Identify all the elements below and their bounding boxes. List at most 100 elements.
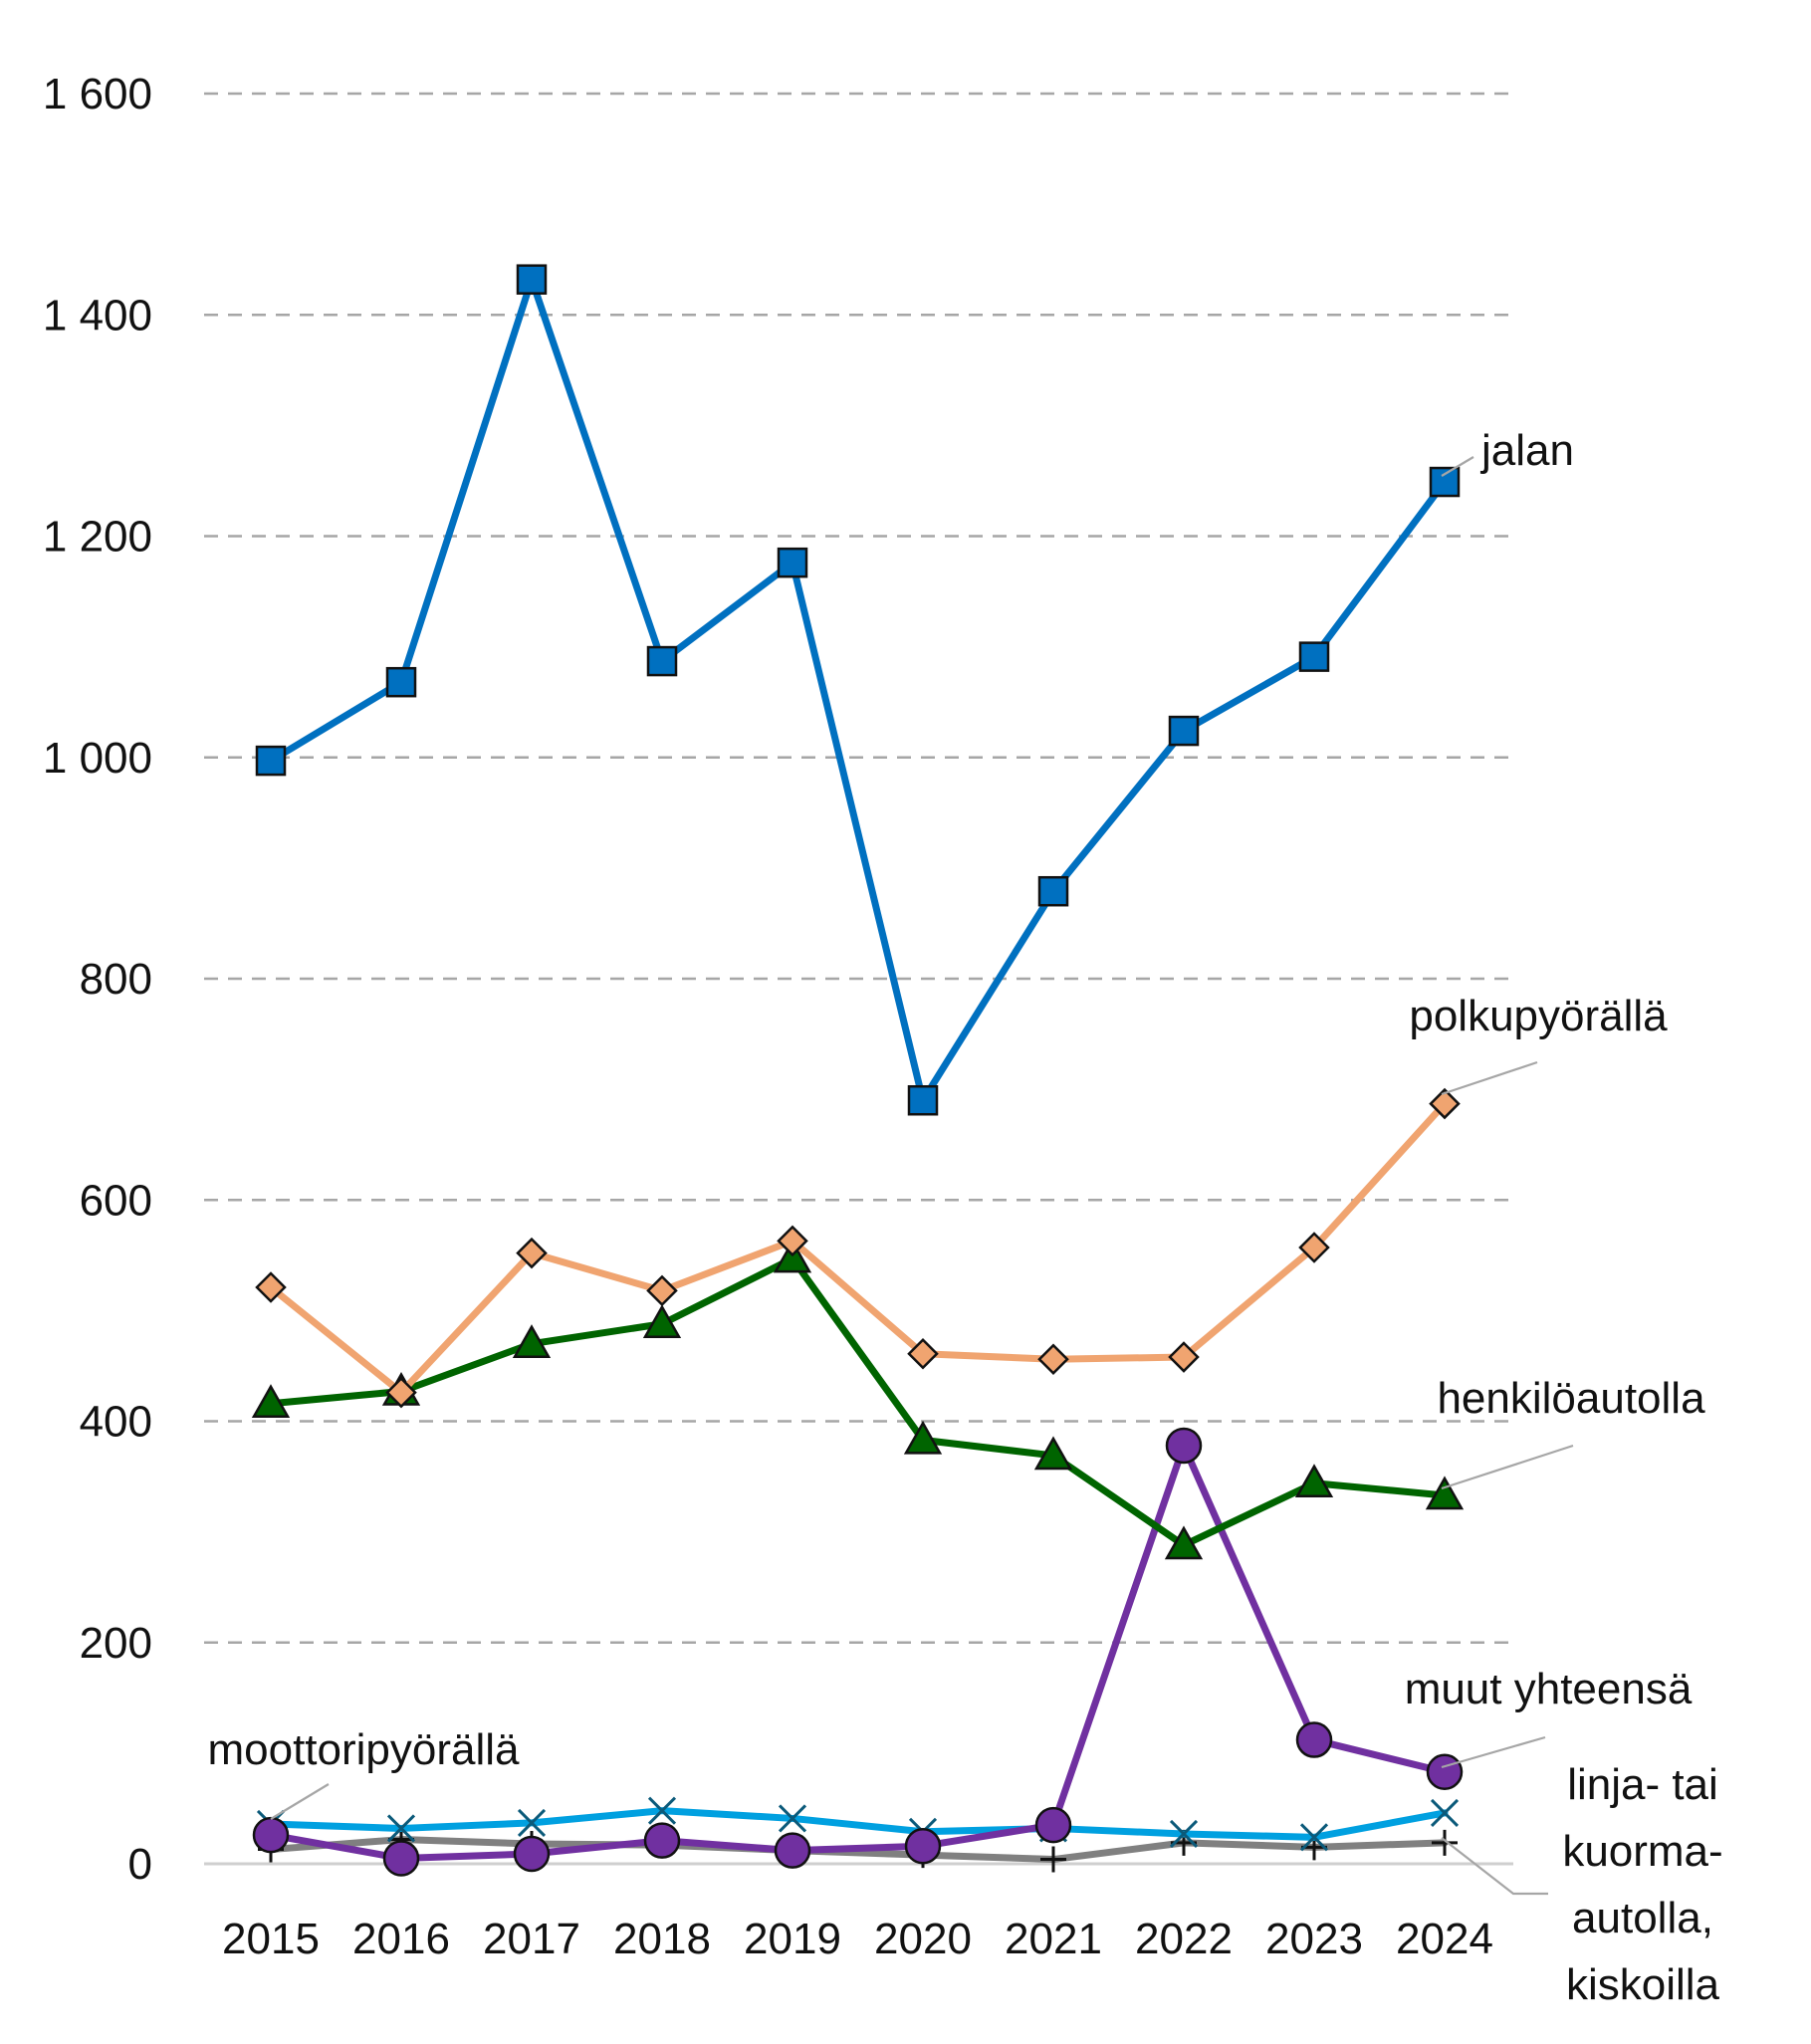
polkupyoralla-point <box>777 1225 808 1257</box>
x-tick-label: 2016 <box>352 1915 450 1963</box>
jalan-point <box>516 264 548 295</box>
x-tick-label: 2020 <box>874 1915 972 1963</box>
x-tick-label: 2022 <box>1135 1915 1233 1963</box>
label-linja-tai-kuorma-autolla-kiskoilla: linja- tai kuorma-autolla, kiskoilla <box>1441 1760 1723 2009</box>
series-label: autolla, <box>1572 1894 1713 1942</box>
y-tick-label: 1 200 <box>43 513 152 562</box>
y-tick-label: 800 <box>80 955 152 1004</box>
y-tick-label: 200 <box>80 1619 152 1668</box>
label-jalan: jalan <box>1441 426 1574 477</box>
jalan-point <box>255 745 287 777</box>
series-label: muut yhteensä <box>1405 1665 1693 1713</box>
y-axis-ticks: 0 200 400 600 800 1 000 1 200 1 400 1 600 <box>43 70 152 1889</box>
moottoripyoralla-point <box>647 1796 677 1825</box>
jalan-point <box>777 547 808 578</box>
jalan-point <box>646 645 678 677</box>
muut-yhteensa-point <box>382 1840 420 1877</box>
moottoripyoralla-point <box>1430 1798 1460 1827</box>
x-tick-label: 2019 <box>744 1915 841 1963</box>
polkupyoralla-point <box>907 1337 939 1370</box>
label-leader-line <box>270 1783 330 1820</box>
jalan-point <box>1429 466 1461 498</box>
x-tick-label: 2024 <box>1396 1915 1493 1963</box>
muut-yhteensa-point <box>1295 1721 1333 1758</box>
muut-yhteensa-point <box>1426 1753 1464 1791</box>
label-leader-line <box>1441 1735 1546 1769</box>
series-label: jalan <box>1479 426 1574 475</box>
muut-yhteensa-point <box>252 1816 290 1854</box>
y-tick-label: 1 000 <box>43 734 152 783</box>
moottoripyoralla-point <box>778 1804 807 1833</box>
muut-yhteensa-point <box>643 1822 681 1859</box>
henkiloautolla-point <box>1164 1525 1204 1560</box>
series-label: moottoripyörällä <box>207 1725 520 1774</box>
henkiloautolla-point <box>512 1324 552 1358</box>
series-layer <box>251 264 1465 1877</box>
series-henkiloautolla <box>251 1239 1465 1560</box>
muut-yhteensa-point <box>1165 1427 1203 1465</box>
jalan-point <box>907 1084 939 1116</box>
polkupyoralla-point <box>516 1237 548 1269</box>
henkiloautolla-point <box>642 1304 682 1338</box>
series-polkupyoralla <box>255 1087 1461 1409</box>
polkupyoralla-line <box>267 1100 1449 1397</box>
x-tick-label: 2017 <box>483 1915 580 1963</box>
polkupyoralla-point <box>646 1274 678 1307</box>
jalan-line <box>267 276 1449 1104</box>
henkiloautolla-point <box>251 1384 291 1418</box>
linja-tai-kuorma-autolla-kiskoilla-point <box>1432 1829 1458 1856</box>
henkiloautolla-point <box>903 1420 943 1455</box>
x-tick-label: 2023 <box>1265 1915 1363 1963</box>
linja-tai-kuorma-autolla-kiskoilla-line <box>267 1836 1449 1864</box>
series-label: polkupyörällä <box>1409 992 1668 1040</box>
x-tick-label: 2021 <box>1005 1915 1102 1963</box>
moottoripyoralla-line <box>267 1807 1449 1841</box>
polkupyoralla-point <box>385 1376 417 1409</box>
label-leader-line <box>1441 1060 1538 1096</box>
y-tick-label: 400 <box>80 1398 152 1447</box>
series-muut-yhteensa <box>252 1427 1464 1877</box>
jalan-point <box>1168 715 1200 747</box>
muut-yhteensa-point <box>774 1832 811 1869</box>
polkupyoralla-point <box>255 1271 287 1303</box>
x-axis-ticks: 2015 2016 2017 2018 2019 2020 2021 2022 2023 2024 <box>222 1915 1493 1963</box>
series-jalan <box>255 264 1461 1116</box>
muut-yhteensa-line <box>267 1442 1449 1862</box>
moottoripyoralla-point <box>1169 1819 1199 1849</box>
gridlines <box>204 92 1513 1866</box>
linja-tai-kuorma-autolla-kiskoilla-point <box>1040 1846 1066 1873</box>
label-henkiloautolla: henkilöautolla <box>1437 1374 1705 1490</box>
x-tick-label: 2018 <box>613 1915 711 1963</box>
polkupyoralla-point <box>1298 1232 1330 1263</box>
polkupyoralla-point <box>1429 1087 1461 1120</box>
henkiloautolla-point <box>1033 1436 1073 1471</box>
henkiloautolla-point <box>1294 1464 1334 1497</box>
muut-yhteensa-point <box>904 1827 942 1865</box>
jalan-point <box>385 666 417 698</box>
muut-yhteensa-point <box>1034 1806 1072 1844</box>
label-moottoripyoralla: moottoripyörällä <box>207 1725 520 1820</box>
x-tick-label: 2015 <box>222 1915 320 1963</box>
y-tick-label: 0 <box>128 1840 152 1889</box>
moottoripyoralla-point <box>1299 1823 1329 1852</box>
y-tick-label: 600 <box>80 1176 152 1225</box>
jalan-point <box>1037 875 1069 907</box>
y-tick-label: 1 400 <box>43 291 152 340</box>
label-polkupyoralla: polkupyörällä <box>1409 992 1668 1096</box>
label-leader-line <box>1441 1444 1574 1490</box>
series-label: henkilöautolla <box>1437 1374 1705 1423</box>
jalan-point <box>1298 641 1330 672</box>
series-label: kuorma- <box>1562 1827 1722 1876</box>
moottoripyoralla-point <box>517 1808 547 1837</box>
henkiloautolla-line <box>267 1254 1449 1549</box>
series-labels: jalan polkupyörällä henkilöautolla muut yht… <box>207 426 1722 2009</box>
moottoripyoralla-point <box>386 1814 416 1843</box>
series-label: linja- tai <box>1567 1760 1718 1809</box>
series-label: kiskoilla <box>1566 1960 1720 2009</box>
y-tick-label: 1 600 <box>43 70 152 118</box>
label-muut-yhteensa: muut yhteensä <box>1405 1665 1693 1769</box>
label-leader-line <box>1441 1837 1548 1896</box>
henkiloautolla-point <box>773 1239 812 1273</box>
muut-yhteensa-point <box>513 1835 551 1873</box>
